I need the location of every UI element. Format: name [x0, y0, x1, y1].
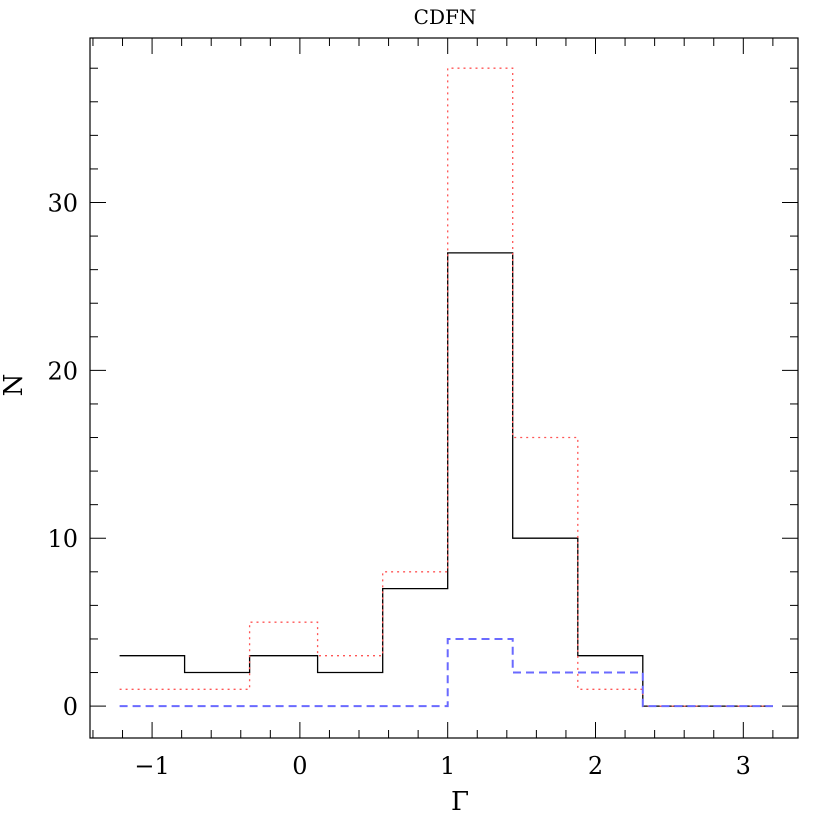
y-axis-label: N	[0, 374, 29, 397]
series-group	[119, 67, 773, 708]
series-dashed-line	[119, 638, 773, 708]
x-tick-label: 3	[736, 752, 751, 780]
x-tick-label: 1	[440, 752, 455, 780]
x-axis-label: Γ	[451, 787, 469, 817]
x-tick-label: 2	[588, 752, 603, 780]
y-tick-label: 10	[47, 525, 78, 553]
y-axis: 0 10 20 30	[47, 67, 798, 721]
chart-title: CDFN	[414, 5, 477, 29]
plot-area	[89, 37, 799, 739]
y-tick-label: 30	[47, 190, 78, 218]
x-tick-label: −1	[134, 752, 169, 780]
series-dotted-line	[119, 67, 773, 707]
series-solid-line	[119, 252, 773, 707]
y-tick-label: 20	[47, 357, 78, 385]
plot-frame	[89, 37, 799, 739]
y-tick-label: 0	[63, 693, 78, 721]
x-axis: −1 0 1 2 3	[92, 38, 774, 780]
x-tick-label: 0	[292, 752, 307, 780]
